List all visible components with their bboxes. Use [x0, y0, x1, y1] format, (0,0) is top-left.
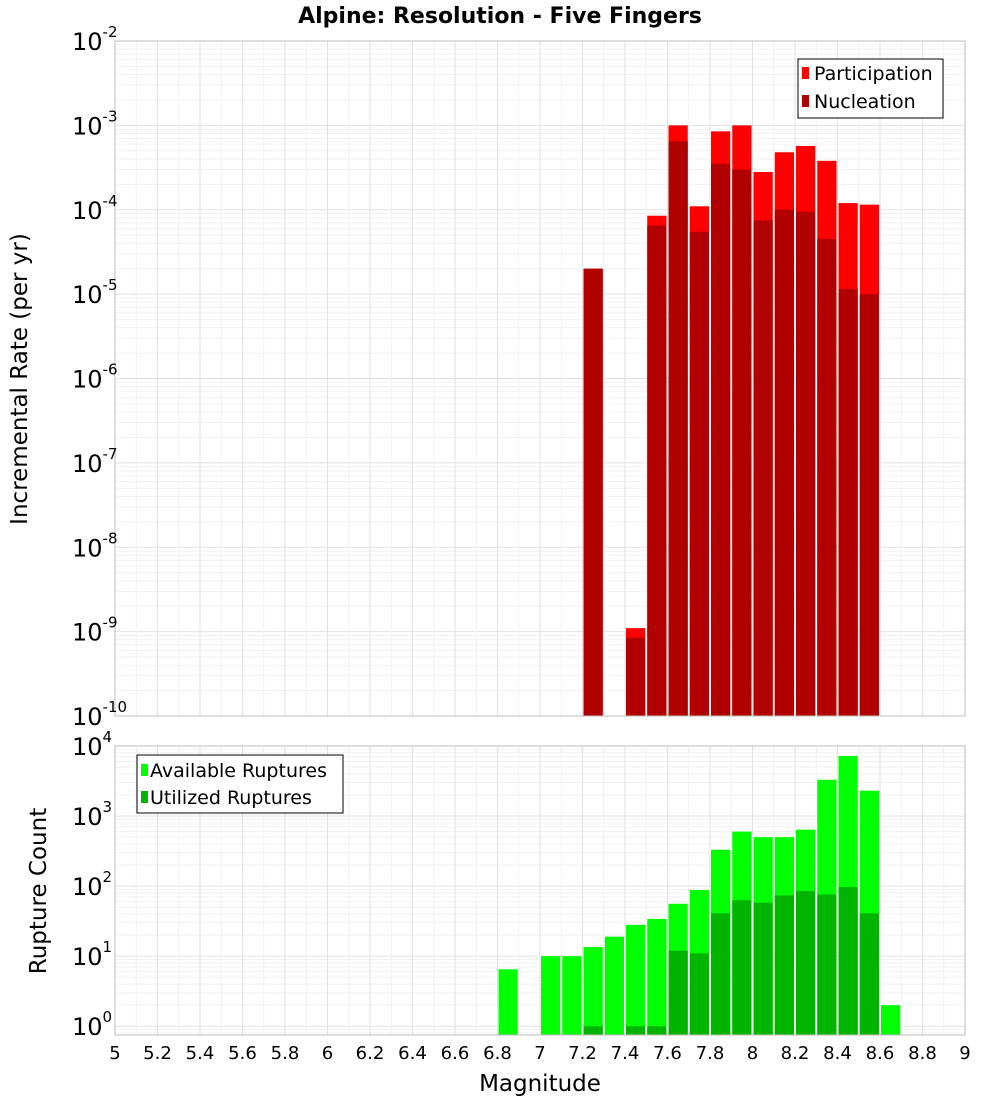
bar-available-ruptures	[647, 918, 667, 1035]
rupture-count-plot-frame	[114, 745, 966, 1036]
x-tick-labels: 5 5.2 5.4 5.6 5.8 6 6.2 6.4 6.6 6.8 7 7.2 7.4 7.6 7.8 8…	[109, 1043, 970, 1064]
y-tick-label: 10-10	[72, 698, 127, 731]
bar-nucleation	[626, 637, 646, 716]
x-tick-label: 6.8	[483, 1043, 512, 1064]
y-tick-label: 101	[72, 938, 112, 971]
y-tick-label: 10-2	[72, 23, 118, 56]
y-tick-label: 10-8	[72, 529, 118, 562]
y-tick-label: 10-3	[72, 107, 118, 140]
bar-utilized-ruptures	[859, 913, 879, 1035]
legend-swatch-nucleation	[802, 95, 809, 107]
rupture-count-legend-box	[136, 754, 344, 814]
rupture-count-y-axis-title: Rupture Count	[26, 808, 52, 974]
rate-plot-frame	[114, 40, 966, 717]
y-tick-label: 10-4	[72, 192, 118, 225]
rate-legend: Participation Nucleation	[797, 58, 944, 119]
bar-nucleation	[647, 225, 667, 716]
y-tick-label: 10-9	[72, 614, 118, 647]
bar-nucleation	[817, 239, 837, 716]
x-tick-label: 5	[109, 1043, 120, 1064]
x-tick-label: 8	[747, 1043, 758, 1064]
x-tick-label: 7.8	[696, 1043, 725, 1064]
x-tick-label: 7.6	[653, 1043, 682, 1064]
legend-swatch-participation	[802, 67, 809, 79]
bar-utilized-ruptures	[753, 902, 773, 1035]
y-tick-label: 104	[72, 728, 112, 761]
bar-nucleation	[774, 209, 794, 716]
y-tick-label: 103	[72, 798, 112, 831]
x-tick-label: 7	[534, 1043, 545, 1064]
bar-utilized-ruptures	[796, 891, 816, 1035]
bar-available-ruptures	[604, 936, 624, 1035]
legend-swatch-utilized-ruptures	[141, 791, 148, 803]
bar-available-ruptures	[626, 924, 646, 1035]
rupture-count-y-ticks: 104 103 102 101 100	[72, 728, 112, 1041]
bar-utilized-ruptures	[838, 887, 858, 1035]
x-tick-label: 8.8	[908, 1043, 937, 1064]
y-tick-label: 102	[72, 868, 112, 901]
bar-utilized-ruptures	[583, 1026, 603, 1035]
legend-label-participation: Participation	[814, 63, 933, 85]
x-tick-label: 6.4	[398, 1043, 427, 1064]
bar-nucleation	[668, 141, 688, 717]
rate-y-axis-title: Incremental Rate (per yr)	[7, 233, 33, 525]
bar-utilized-ruptures	[774, 895, 794, 1035]
bar-nucleation	[689, 231, 709, 716]
x-tick-label: 5.2	[143, 1043, 172, 1064]
rate-panel: 10-2 10-3 10-4 10-5 10-6 10-7 10-8 10-9 10-10 In…	[7, 23, 966, 731]
bar-available-ruptures	[881, 1005, 901, 1035]
y-tick-label: 10-5	[72, 276, 118, 309]
bar-nucleation	[796, 211, 816, 716]
chart-title: Alpine: Resolution - Five Fingers	[298, 4, 702, 29]
y-tick-label: 100	[72, 1008, 112, 1041]
bar-available-ruptures	[562, 956, 582, 1035]
bar-nucleation	[732, 169, 752, 716]
x-tick-label: 6	[322, 1043, 333, 1064]
legend-label-utilized-ruptures: Utilized Ruptures	[150, 787, 312, 809]
bar-utilized-ruptures	[711, 913, 731, 1035]
rupture-count-legend: Available Ruptures Utilized Ruptures	[136, 754, 344, 814]
bar-utilized-ruptures	[817, 894, 837, 1035]
rate-bars	[583, 125, 879, 717]
y-tick-label: 10-6	[72, 361, 118, 394]
x-tick-label: 7.4	[611, 1043, 640, 1064]
rate-y-ticks: 10-2 10-3 10-4 10-5 10-6 10-7 10-8 10-9 10-10	[72, 23, 127, 731]
bar-nucleation	[838, 289, 858, 716]
bar-utilized-ruptures	[668, 950, 688, 1035]
x-tick-label: 7.2	[568, 1043, 597, 1064]
bar-utilized-ruptures	[689, 953, 709, 1035]
bar-utilized-ruptures	[647, 1026, 667, 1035]
bar-available-ruptures	[498, 969, 518, 1035]
x-tick-label: 5.4	[186, 1043, 215, 1064]
magnitude-x-axis: 5 5.2 5.4 5.6 5.8 6 6.2 6.4 6.6 6.8 7 7.2 7.4 7.6 7.8 8…	[109, 1043, 970, 1097]
x-tick-label: 9	[959, 1043, 970, 1064]
x-tick-label: 8.6	[866, 1043, 895, 1064]
bar-nucleation	[859, 294, 879, 716]
rate-grid	[114, 40, 966, 717]
x-tick-label: 6.6	[441, 1043, 470, 1064]
rupture-count-panel: 104 103 102 101 100 Rupture Count Available …	[26, 728, 966, 1041]
bar-utilized-ruptures	[626, 1026, 646, 1035]
x-tick-label: 6.2	[356, 1043, 385, 1064]
bar-nucleation	[583, 268, 603, 716]
x-tick-label: 8.4	[823, 1043, 852, 1064]
x-tick-label: 5.8	[271, 1043, 300, 1064]
x-axis-title: Magnitude	[479, 1071, 601, 1097]
y-tick-label: 10-7	[72, 445, 118, 478]
bar-available-ruptures	[583, 947, 603, 1035]
bar-utilized-ruptures	[732, 900, 752, 1035]
legend-label-available-ruptures: Available Ruptures	[150, 760, 327, 782]
x-tick-label: 5.6	[228, 1043, 257, 1064]
bar-available-ruptures	[541, 956, 561, 1035]
rupture-count-bars	[498, 755, 901, 1035]
legend-label-nucleation: Nucleation	[814, 91, 916, 113]
legend-swatch-available-ruptures	[141, 764, 148, 776]
bar-nucleation	[753, 220, 773, 717]
x-tick-label: 8.2	[781, 1043, 810, 1064]
rate-legend-box	[797, 58, 944, 119]
bar-nucleation	[711, 163, 731, 717]
